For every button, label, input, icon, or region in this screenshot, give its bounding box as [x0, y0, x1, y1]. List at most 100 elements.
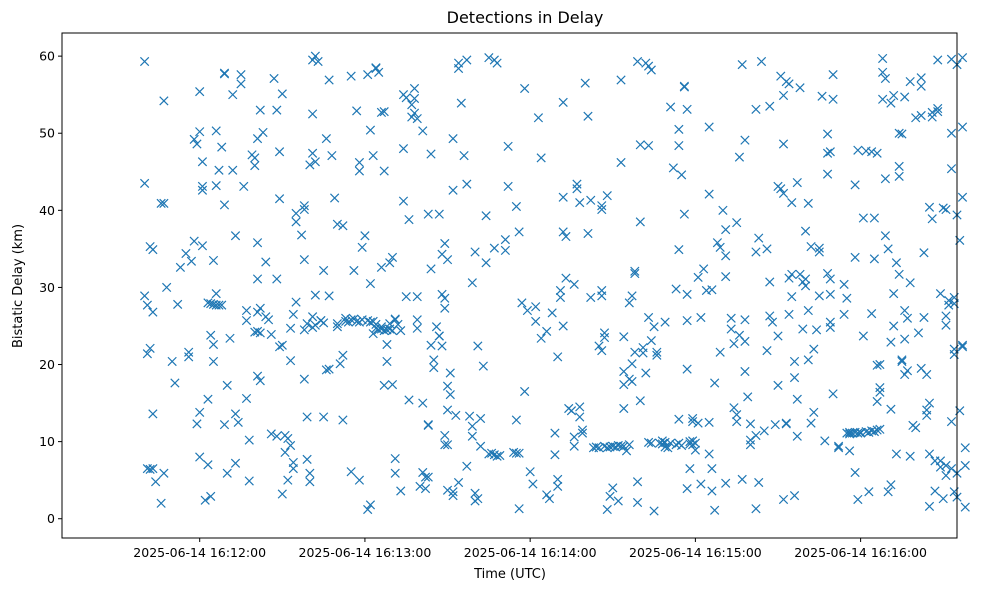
- data-point: [855, 428, 866, 438]
- data-point: [542, 326, 552, 336]
- data-point: [900, 92, 910, 102]
- data-point: [933, 107, 943, 117]
- data-point: [401, 93, 411, 103]
- data-point: [555, 285, 566, 296]
- data-point: [710, 505, 720, 515]
- data-point: [946, 164, 957, 174]
- data-point: [721, 272, 731, 282]
- data-point: [784, 309, 794, 320]
- data-point: [192, 139, 202, 149]
- data-point: [891, 449, 902, 459]
- data-point: [957, 340, 968, 350]
- data-point: [396, 325, 406, 336]
- data-point: [520, 386, 530, 397]
- data-point: [184, 347, 194, 357]
- data-point: [426, 340, 436, 350]
- data-point: [324, 75, 334, 85]
- data-point: [448, 490, 458, 501]
- data-point: [941, 470, 951, 481]
- data-point: [778, 188, 789, 198]
- data-point: [291, 297, 301, 307]
- data-point: [688, 416, 698, 427]
- data-point: [916, 81, 926, 91]
- data-point: [517, 298, 527, 308]
- data-point: [619, 332, 629, 342]
- data-point: [795, 269, 805, 279]
- data-point: [299, 325, 309, 335]
- data-point: [833, 441, 844, 451]
- data-point: [938, 203, 948, 213]
- data-point: [795, 83, 805, 93]
- data-point: [792, 394, 802, 404]
- data-point: [332, 219, 343, 229]
- data-point: [195, 86, 205, 97]
- data-point: [707, 463, 717, 474]
- data-point: [390, 314, 400, 324]
- data-point: [228, 165, 238, 175]
- data-point: [553, 474, 563, 485]
- data-point: [379, 166, 389, 176]
- data-point: [376, 322, 387, 332]
- data-point: [729, 403, 739, 413]
- data-point: [594, 341, 604, 351]
- data-point: [440, 303, 450, 313]
- data-point: [759, 426, 769, 436]
- data-point: [814, 247, 824, 257]
- data-point: [442, 255, 453, 265]
- data-point: [891, 258, 902, 268]
- data-point: [346, 315, 356, 325]
- data-point: [960, 460, 970, 471]
- data-point: [643, 140, 654, 151]
- data-point: [930, 486, 940, 496]
- data-point: [682, 315, 692, 326]
- data-point: [712, 238, 723, 248]
- data-point: [272, 105, 282, 115]
- data-point: [875, 424, 885, 434]
- data-point: [916, 73, 926, 83]
- data-point: [550, 428, 560, 438]
- data-point: [211, 288, 221, 299]
- data-point: [765, 101, 775, 111]
- data-point: [230, 231, 241, 241]
- data-point: [825, 289, 835, 299]
- data-point: [817, 91, 827, 101]
- data-point: [721, 224, 731, 235]
- data-point: [390, 453, 400, 464]
- data-point: [321, 365, 331, 375]
- data-point: [635, 396, 645, 406]
- data-point: [809, 344, 819, 354]
- data-point: [941, 204, 951, 215]
- data-point: [632, 477, 643, 487]
- data-point: [481, 211, 491, 221]
- data-point: [219, 420, 230, 430]
- data-point: [376, 262, 387, 273]
- data-point: [363, 504, 373, 515]
- data-point: [175, 262, 186, 273]
- data-point: [624, 440, 634, 450]
- data-point: [732, 416, 742, 427]
- data-point: [470, 488, 480, 498]
- data-point: [241, 315, 252, 326]
- data-point: [800, 281, 811, 291]
- data-point: [638, 342, 648, 353]
- data-point: [244, 476, 254, 486]
- data-point: [404, 395, 414, 405]
- data-point: [685, 463, 695, 474]
- data-point: [365, 278, 376, 289]
- data-point: [252, 238, 263, 248]
- data-point: [426, 149, 436, 159]
- data-point: [586, 292, 596, 303]
- data-point: [762, 244, 772, 254]
- data-point: [318, 265, 329, 276]
- data-point: [627, 359, 637, 369]
- data-point: [470, 247, 480, 257]
- data-point: [792, 177, 802, 188]
- data-point: [597, 346, 607, 356]
- data-point: [341, 316, 351, 326]
- data-point: [385, 324, 395, 334]
- data-point: [822, 169, 833, 179]
- data-point: [420, 472, 431, 482]
- data-point: [420, 484, 431, 494]
- data-point: [674, 414, 684, 424]
- data-point: [732, 410, 742, 420]
